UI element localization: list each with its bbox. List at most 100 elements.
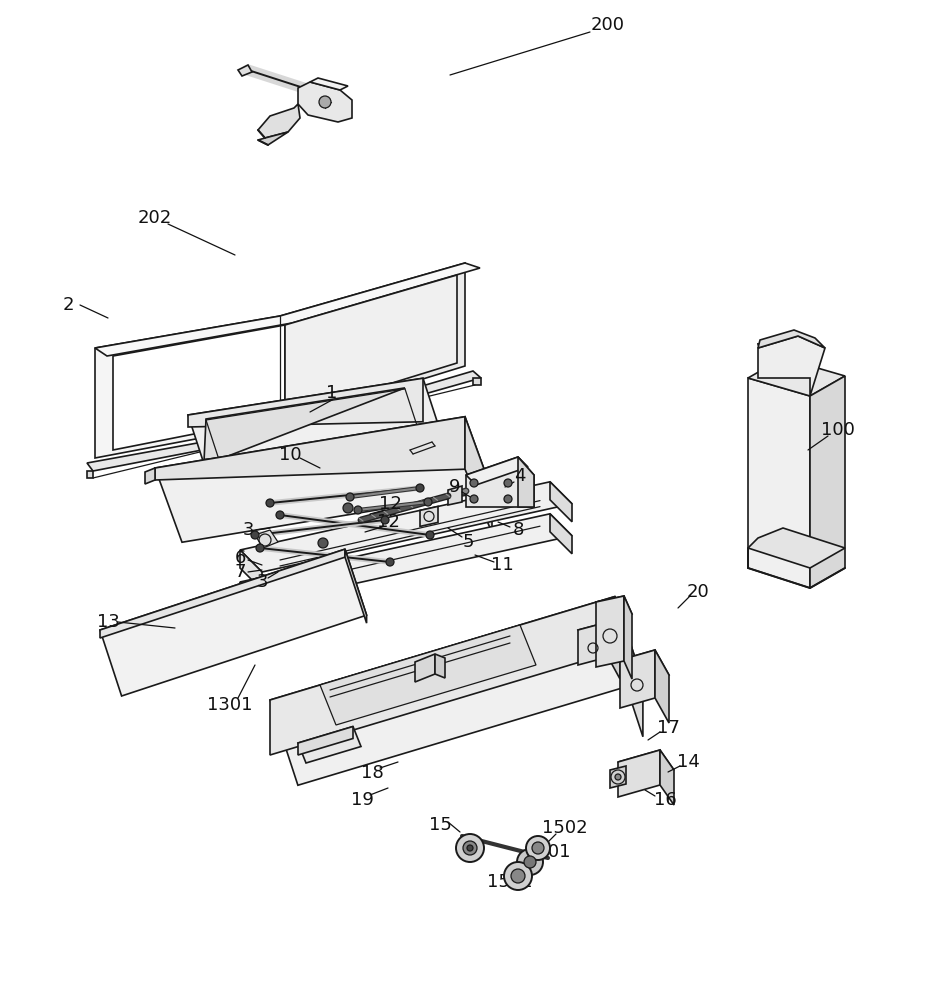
Circle shape	[467, 845, 473, 851]
Text: 2: 2	[63, 296, 74, 314]
Circle shape	[426, 531, 434, 539]
Polygon shape	[518, 457, 534, 507]
Circle shape	[343, 503, 353, 513]
Polygon shape	[258, 132, 288, 145]
Polygon shape	[618, 750, 660, 797]
Polygon shape	[748, 378, 810, 588]
Circle shape	[381, 516, 389, 524]
Text: 6: 6	[234, 549, 246, 567]
Circle shape	[517, 849, 543, 875]
Polygon shape	[758, 336, 825, 396]
Circle shape	[319, 96, 331, 108]
Text: 18: 18	[360, 764, 383, 782]
Polygon shape	[240, 582, 262, 622]
Circle shape	[615, 774, 621, 780]
Circle shape	[470, 479, 478, 487]
Text: 16: 16	[653, 791, 676, 809]
Polygon shape	[270, 596, 615, 755]
Circle shape	[511, 869, 525, 883]
Polygon shape	[95, 316, 280, 458]
Polygon shape	[100, 549, 367, 696]
Polygon shape	[280, 263, 465, 423]
Text: 4: 4	[514, 467, 526, 485]
Polygon shape	[145, 468, 155, 484]
Polygon shape	[310, 78, 348, 90]
Text: 3: 3	[243, 521, 254, 539]
Text: 19: 19	[351, 791, 374, 809]
Circle shape	[276, 511, 284, 519]
Text: 9: 9	[449, 478, 461, 496]
Polygon shape	[610, 766, 626, 788]
Polygon shape	[596, 596, 632, 620]
Polygon shape	[473, 378, 481, 385]
Circle shape	[504, 495, 512, 503]
Text: 5: 5	[463, 533, 474, 551]
Polygon shape	[448, 486, 462, 505]
Text: 100: 100	[821, 421, 855, 439]
Polygon shape	[87, 371, 481, 471]
Text: 1502: 1502	[542, 819, 588, 837]
Text: 10: 10	[279, 446, 301, 464]
Circle shape	[463, 841, 477, 855]
Polygon shape	[758, 330, 825, 348]
Polygon shape	[113, 325, 285, 450]
Polygon shape	[748, 528, 845, 568]
Circle shape	[470, 495, 478, 503]
Text: 11: 11	[491, 556, 514, 574]
Polygon shape	[155, 417, 465, 480]
Polygon shape	[578, 622, 608, 665]
Polygon shape	[285, 275, 457, 416]
Polygon shape	[420, 506, 438, 526]
Polygon shape	[608, 622, 620, 679]
Circle shape	[318, 538, 328, 548]
Circle shape	[524, 856, 536, 868]
Text: 1502: 1502	[487, 873, 533, 891]
Circle shape	[386, 558, 394, 566]
Polygon shape	[465, 417, 492, 533]
Circle shape	[266, 499, 274, 507]
Circle shape	[416, 484, 424, 492]
Text: 7: 7	[234, 563, 246, 581]
Polygon shape	[655, 650, 669, 723]
Polygon shape	[748, 358, 845, 396]
Circle shape	[256, 544, 264, 552]
Text: 202: 202	[137, 209, 173, 227]
Polygon shape	[620, 650, 655, 708]
Polygon shape	[298, 726, 353, 755]
Polygon shape	[345, 549, 367, 623]
Polygon shape	[550, 482, 572, 522]
Polygon shape	[270, 596, 643, 785]
Polygon shape	[255, 530, 278, 548]
Polygon shape	[188, 378, 442, 473]
Text: 1301: 1301	[208, 696, 253, 714]
Polygon shape	[596, 596, 624, 667]
Polygon shape	[660, 750, 674, 805]
Text: 3: 3	[256, 573, 267, 591]
Polygon shape	[320, 625, 536, 725]
Polygon shape	[615, 596, 643, 737]
Polygon shape	[550, 514, 572, 554]
Circle shape	[504, 479, 512, 487]
Polygon shape	[87, 471, 93, 478]
Polygon shape	[624, 596, 632, 679]
Polygon shape	[298, 82, 352, 122]
Polygon shape	[810, 376, 845, 588]
Text: 200: 200	[591, 16, 625, 34]
Text: 14: 14	[677, 753, 700, 771]
Text: 8: 8	[512, 521, 523, 539]
Polygon shape	[620, 650, 669, 685]
Circle shape	[354, 506, 362, 514]
Polygon shape	[204, 388, 405, 459]
Polygon shape	[415, 654, 435, 682]
Polygon shape	[240, 514, 572, 604]
Polygon shape	[618, 750, 674, 782]
Polygon shape	[240, 550, 262, 590]
Circle shape	[532, 842, 544, 854]
Text: 15: 15	[428, 816, 451, 834]
Circle shape	[456, 834, 484, 862]
Circle shape	[251, 531, 259, 539]
Text: 1501: 1501	[525, 843, 571, 861]
Polygon shape	[258, 104, 300, 138]
Polygon shape	[100, 549, 345, 638]
Polygon shape	[435, 654, 445, 678]
